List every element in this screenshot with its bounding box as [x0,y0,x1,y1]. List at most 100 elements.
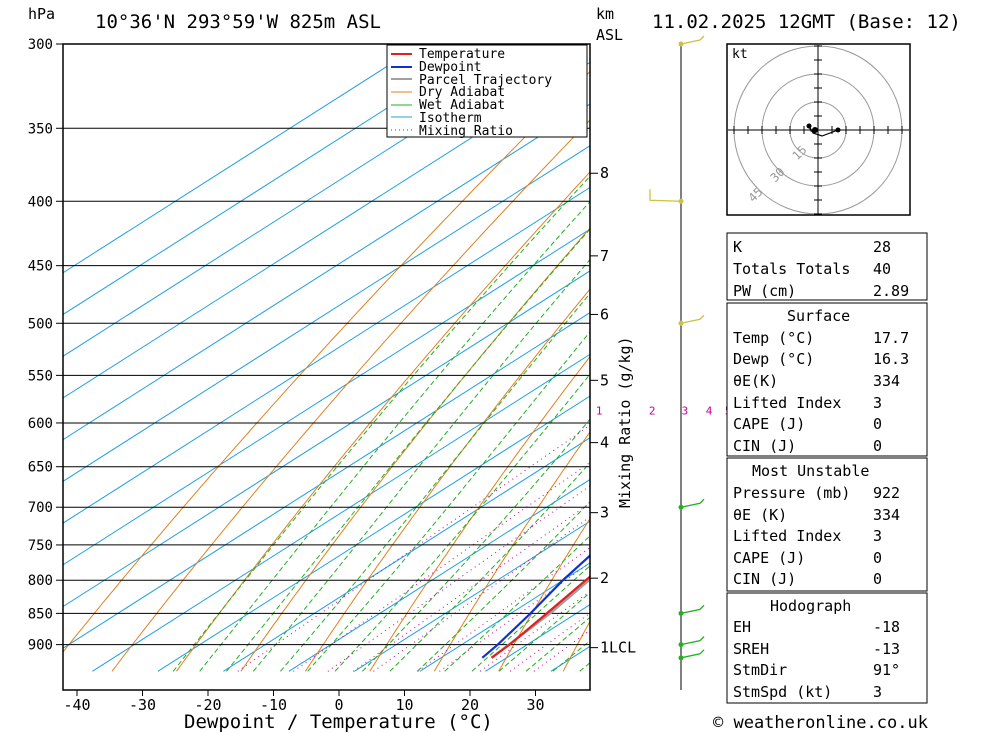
mu-label-cin: CIN (J) [733,570,796,588]
indices-table: K 28 Totals Totals 40 PW (cm) 2.89 [726,232,928,301]
surface-value-dewp: 16.3 [873,350,909,368]
mu-value-li: 3 [873,527,882,545]
isotherm-line [92,353,590,672]
legend-wet-adiabat: Wet Adiabat [419,98,505,113]
hodo-label-stmdir: StmDir [733,661,787,679]
index-value-totals: 40 [873,260,891,278]
legend-dewpoint: Dewpoint [419,60,482,75]
legend: Temperature Dewpoint Parcel Trajectory D… [386,44,588,139]
isotherm-line [63,186,590,524]
pressure-tick-label: 800 [28,573,53,589]
mu-value-cin: 0 [873,570,882,588]
isotherm-line [63,312,590,649]
temperature-tick-label: -40 [63,696,90,714]
wind-barb [678,636,705,648]
isotherm-line [223,437,590,672]
surface-value-cape: 0 [873,415,882,433]
surface-value-thetae: 334 [873,372,900,390]
wind-barb [678,35,705,47]
wind-barb-column [649,35,705,690]
isotherm-line [354,520,590,672]
mixing-ratio-axis-title: Mixing Ratio (g/kg) [616,336,634,508]
isotherm-line [63,145,590,482]
wind-barb [678,649,705,661]
temperature-tick-label: 30 [526,696,544,714]
temperature-tick-label: -10 [260,696,287,714]
surface-label-cin: CIN (J) [733,437,796,455]
dry-adiabat-line [498,517,590,672]
pressure-tick-label: 350 [28,121,53,137]
mixing-ratio-label: 1 [596,404,603,417]
hodo-label-stmspd: StmSpd (kt) [733,683,832,701]
index-label-k: K [733,238,742,256]
index-value-pw: 2.89 [873,282,909,300]
temperature-tick-label: -30 [129,696,156,714]
asl-label: ASL [596,26,623,44]
mu-value-thetae: 334 [873,506,900,524]
wind-barb [678,314,705,326]
pressure-tick-label: 450 [28,259,53,275]
dry-adiabat-line [369,355,590,672]
index-label-totals: Totals Totals [733,260,850,278]
temperature-tick-label: 10 [395,696,413,714]
mu-label-thetae: θE (K) [733,506,787,524]
wind-barb [678,604,705,616]
surface-table: Surface Temp (°C) 17.7 Dewp (°C) 16.3 θE… [726,302,928,457]
pressure-tick-label: 300 [28,37,53,53]
hodograph-unit: kt [732,47,748,62]
x-axis-title: Dewpoint / Temperature (°C) [184,711,493,733]
copyright-footer[interactable]: © weatheronline.co.uk [713,713,928,733]
surface-value-cin: 0 [873,437,882,455]
hpa-label: hPa [28,5,55,23]
wind-barb [678,498,705,510]
hodo-value-sreh: -13 [873,640,900,658]
surface-value-temp: 17.7 [873,329,909,347]
hodo-value-stmdir: 91° [873,661,900,679]
wet-adiabat-line [416,501,590,672]
surface-value-li: 3 [873,394,882,412]
dry-adiabat-line [240,227,590,672]
temperature-tick-label: -20 [194,696,221,714]
pressure-tick-label: 750 [28,538,53,554]
km-tick-label: 6 [600,305,609,323]
legend-parcel: Parcel Trajectory [419,73,552,88]
surface-label-temp: Temp (°C) [733,329,814,347]
isotherm-line [63,44,424,274]
isotherm-line [63,44,489,316]
isotherm-line [157,395,590,672]
hodograph-table: Hodograph EH -18 SREH -13 StmDir 91° Stm… [726,592,928,704]
wet-adiabat-line [334,373,590,672]
pressure-tick-label: 900 [28,638,53,654]
index-label-pw: PW (cm) [733,282,796,300]
mixing-ratio-label: 2 [649,404,656,417]
mixing-ratio-label: 4 [706,404,713,417]
km-tick-label: 5 [600,371,609,389]
pressure-tick-label: 500 [28,316,53,332]
temperature-line [490,575,590,659]
mixing-ratio-line [353,502,590,672]
surface-label-cape: CAPE (J) [733,415,805,433]
location-title: 10°36'N 293°59'W 825m ASL [95,11,381,33]
wind-barb [649,189,684,204]
most-unstable-table: Most Unstable Pressure (mb) 922 θE (K) 3… [726,457,928,592]
isotherm-line [63,228,590,566]
dry-adiabat-line [433,431,590,672]
parcel-line [490,577,590,659]
pressure-tick-label: 550 [28,368,53,384]
isotherm-line [63,270,590,608]
mu-value-pressure: 922 [873,484,900,502]
km-tick-label: 1LCL [600,639,636,657]
plot-frame [63,44,590,690]
dry-adiabat-line [111,119,590,672]
dry-adiabat-line [950,16,1000,671]
temperature-tick-label: 0 [334,696,343,714]
legend-dry-adiabat: Dry Adiabat [419,85,505,100]
mixing-ratio-label: 3 [682,404,689,417]
hodo-label-eh: EH [733,618,751,636]
surface-title: Surface [787,307,850,325]
hodograph: kt 15 30 45 [726,43,911,216]
dry-adiabat-line [63,70,590,653]
wet-adiabat-line [307,330,590,672]
pressure-tick-label: 850 [28,606,53,622]
legend-isotherm: Isotherm [419,111,482,126]
